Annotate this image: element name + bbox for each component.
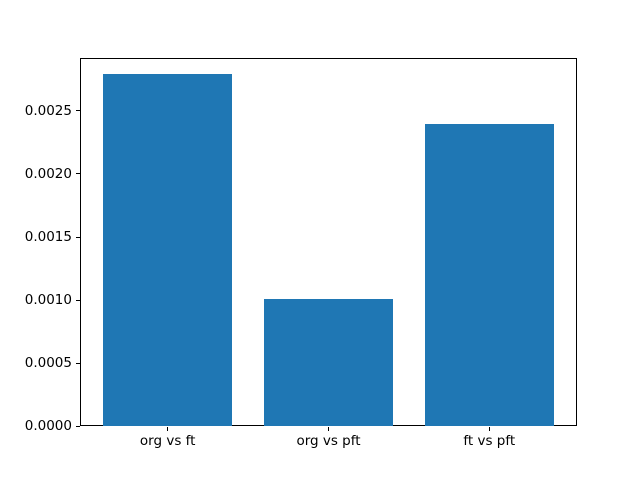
x-tick-label: ft vs pft — [463, 433, 516, 449]
y-tick-mark — [76, 299, 80, 301]
y-tick-mark — [76, 110, 80, 112]
bar-org-vs-pft — [264, 298, 393, 426]
y-tick-mark — [76, 362, 80, 364]
y-tick-mark — [76, 173, 80, 175]
y-tick-label: 0.0025 — [24, 102, 72, 119]
x-tick-mark — [328, 427, 329, 431]
y-tick-label: 0.0015 — [24, 229, 72, 245]
y-tick-label: 0.0010 — [24, 292, 72, 308]
y-tick-label: 0.0005 — [24, 355, 72, 371]
x-tick-label: org vs ft — [139, 433, 196, 449]
y-tick-label: 0.0020 — [24, 165, 72, 182]
y-tick-label: 0.0000 — [24, 418, 72, 434]
bar-ft-vs-pft — [425, 123, 554, 426]
bar-org-vs-ft — [103, 74, 232, 426]
y-tick-mark — [76, 425, 80, 427]
x-tick-label: org vs pft — [296, 433, 361, 449]
y-tick-mark — [76, 236, 80, 238]
x-tick-mark — [167, 427, 169, 431]
x-tick-mark — [488, 427, 490, 431]
